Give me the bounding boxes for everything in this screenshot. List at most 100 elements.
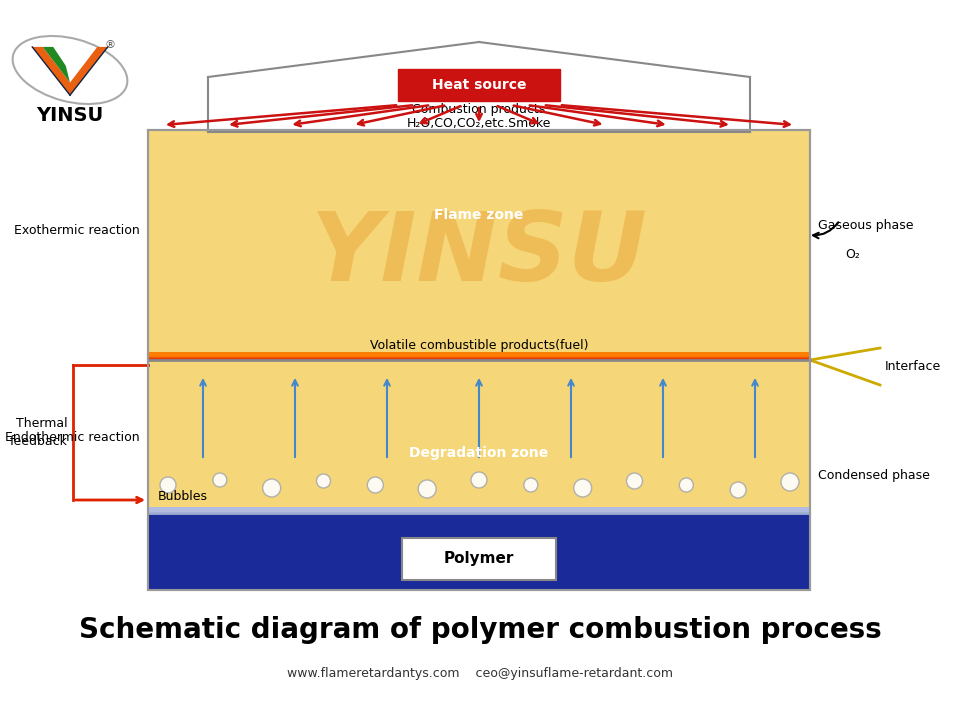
Bar [148, 510, 810, 515]
Bar [148, 356, 810, 360]
Circle shape [627, 473, 642, 489]
Text: Bubbles: Bubbles [158, 490, 208, 503]
Circle shape [160, 477, 176, 493]
Bar [148, 509, 810, 513]
Bar [148, 356, 810, 360]
Bar [148, 508, 810, 513]
Bar [148, 507, 810, 511]
Text: Exothermic reaction: Exothermic reaction [14, 223, 140, 236]
Bar [148, 354, 810, 358]
Bar [148, 354, 810, 358]
Circle shape [781, 473, 799, 491]
Bar [148, 355, 810, 359]
Bar [148, 509, 810, 513]
Bar [148, 355, 810, 359]
Bar [148, 352, 810, 356]
Bar [148, 509, 810, 514]
Bar [148, 352, 810, 356]
Text: O₂: O₂ [845, 248, 860, 261]
Bar [148, 510, 810, 514]
Bar [148, 510, 810, 514]
Bar [148, 354, 810, 359]
Text: Flame zone: Flame zone [434, 208, 524, 222]
Bar [148, 356, 810, 360]
Bar [148, 510, 810, 515]
Bar [148, 354, 810, 359]
Bar [148, 352, 810, 356]
Bar [148, 354, 810, 359]
Bar [148, 354, 810, 359]
Circle shape [471, 472, 487, 488]
Circle shape [680, 478, 693, 492]
Bar [148, 353, 810, 357]
Bar [148, 352, 810, 356]
Text: ®: ® [105, 40, 115, 50]
Bar [148, 354, 810, 358]
Bar [148, 510, 810, 515]
Bar [148, 354, 810, 359]
FancyBboxPatch shape [402, 538, 556, 580]
Circle shape [213, 473, 227, 487]
Bar [148, 510, 810, 514]
Bar [148, 508, 810, 513]
Bar [148, 352, 810, 356]
Bar [148, 355, 810, 359]
Bar [148, 509, 810, 513]
Bar [148, 508, 810, 512]
Bar [148, 353, 810, 357]
Bar [148, 509, 810, 513]
Circle shape [317, 474, 330, 488]
Bar [148, 353, 810, 357]
Bar [148, 353, 810, 357]
Bar [148, 352, 810, 356]
Bar [148, 507, 810, 511]
Bar [148, 510, 810, 514]
Circle shape [368, 477, 383, 493]
Text: Volatile combustible products(fuel): Volatile combustible products(fuel) [370, 340, 588, 353]
Bar [148, 130, 810, 590]
Text: Interface: Interface [885, 361, 941, 374]
Circle shape [419, 480, 436, 498]
Bar [148, 508, 810, 512]
Bar [148, 354, 810, 359]
Bar [148, 353, 810, 357]
Polygon shape [42, 47, 70, 83]
Bar [148, 355, 810, 359]
FancyBboxPatch shape [398, 69, 560, 101]
Circle shape [731, 482, 746, 498]
Bar [148, 352, 810, 356]
Bar [148, 353, 810, 357]
Bar [148, 510, 810, 515]
Bar [148, 509, 810, 513]
Bar [148, 354, 810, 359]
Bar [148, 356, 810, 360]
Bar [148, 353, 810, 357]
Bar [148, 355, 810, 359]
Bar [148, 515, 810, 590]
Bar [148, 508, 810, 513]
Bar [148, 354, 810, 359]
Bar [148, 510, 810, 514]
Bar [148, 508, 810, 512]
Bar [148, 354, 810, 358]
Bar [148, 355, 810, 359]
Bar [148, 354, 810, 358]
Bar [148, 353, 810, 357]
Text: Combustion products: Combustion products [413, 104, 545, 117]
Bar [148, 508, 810, 513]
Polygon shape [33, 47, 108, 95]
Text: Gaseous phase: Gaseous phase [818, 218, 914, 232]
Bar [148, 354, 810, 358]
Text: Polymer: Polymer [444, 552, 515, 567]
Bar [148, 510, 810, 515]
Bar [148, 356, 810, 360]
Text: Condensed phase: Condensed phase [818, 469, 930, 482]
Text: Endothermic reaction: Endothermic reaction [6, 431, 140, 444]
Bar [148, 508, 810, 513]
Text: YINSU: YINSU [311, 209, 647, 302]
Bar [148, 510, 810, 515]
Bar [148, 508, 810, 513]
Bar [148, 510, 810, 514]
Text: H₂O,CO,CO₂,etc.Smoke: H₂O,CO,CO₂,etc.Smoke [407, 117, 551, 130]
Bar [148, 355, 810, 359]
